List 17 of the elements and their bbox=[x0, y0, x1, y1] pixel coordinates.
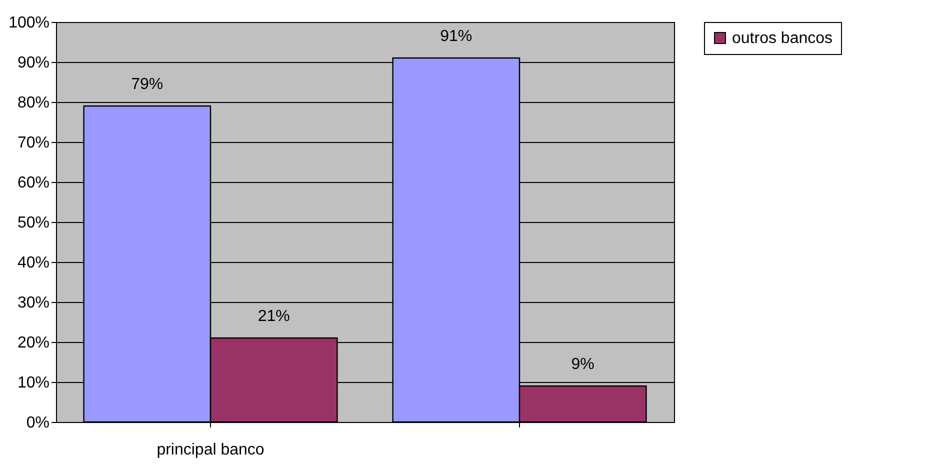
y-tick-label: 100% bbox=[8, 14, 50, 32]
legend-label: outros bancos bbox=[732, 30, 833, 47]
data-label: 21% bbox=[258, 308, 290, 325]
data-label: 91% bbox=[440, 28, 472, 45]
y-tick-label: 10% bbox=[17, 374, 50, 392]
y-tick-label: 80% bbox=[17, 94, 50, 112]
x-tick-label: principal banco bbox=[156, 442, 264, 458]
y-tick-label: 70% bbox=[17, 134, 50, 152]
data-label: 79% bbox=[131, 76, 164, 93]
y-tick-label: 60% bbox=[17, 174, 50, 192]
y-tick-label: 40% bbox=[17, 254, 50, 272]
y-tick-label: 20% bbox=[17, 334, 50, 352]
y-tick-label: 50% bbox=[17, 214, 50, 232]
y-tick-label: 0% bbox=[26, 414, 50, 432]
y-tick-label: 30% bbox=[17, 294, 50, 312]
data-label: 9% bbox=[571, 356, 594, 373]
y-tick-label: 90% bbox=[17, 54, 50, 72]
